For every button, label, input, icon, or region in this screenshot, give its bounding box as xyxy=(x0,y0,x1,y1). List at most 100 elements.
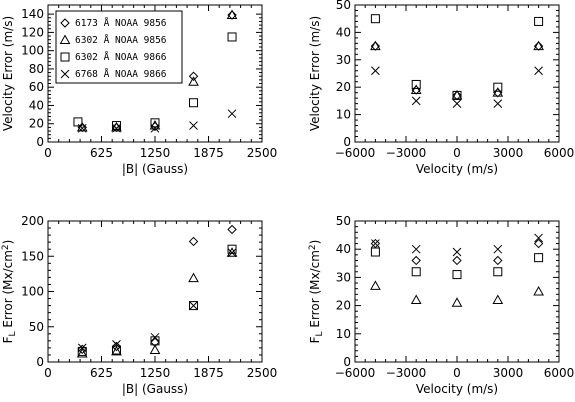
data-point-triangle xyxy=(492,294,504,304)
y-tick-label: 10 xyxy=(336,108,351,122)
data-point-triangle xyxy=(149,120,161,130)
x-axis-label: |B| (Gauss) xyxy=(122,162,188,176)
data-point-square xyxy=(189,301,199,311)
y-tick-label: 20 xyxy=(336,80,351,94)
data-point-square xyxy=(73,117,83,127)
legend-marker-cross xyxy=(60,69,70,79)
y-tick-label: 40 xyxy=(29,98,44,112)
x-tick-label: 0 xyxy=(453,366,461,380)
data-point-triangle xyxy=(188,272,199,283)
series-triangle xyxy=(370,280,544,307)
y-axis-label: FL Error (Mx/cm2) xyxy=(308,240,325,344)
series-cross xyxy=(371,233,543,257)
y-axis-label: Velocity Error (m/s) xyxy=(1,16,15,131)
x-tick-label: 1250 xyxy=(140,146,171,160)
series-square xyxy=(370,247,544,280)
data-point-cross xyxy=(189,301,198,310)
y-tick-label: 50 xyxy=(336,0,351,12)
data-point-cross xyxy=(534,66,543,76)
legend-symbol-diamond xyxy=(60,18,70,28)
x-tick-label: −6000 xyxy=(335,366,376,380)
legend-entry-1: 6302 Å NOAA 9856 xyxy=(59,34,167,46)
legend-box xyxy=(55,10,183,84)
data-point-diamond xyxy=(452,255,462,266)
series-square xyxy=(73,32,237,131)
data-point-cross xyxy=(150,332,160,342)
y-tick-label: 50 xyxy=(336,214,351,228)
data-point-cross xyxy=(227,109,237,119)
data-point-cross xyxy=(534,233,543,243)
data-point-square xyxy=(534,253,544,263)
series-triangle xyxy=(370,40,544,100)
data-point-square xyxy=(111,345,121,355)
y-tick-label: 40 xyxy=(336,242,351,256)
data-point-diamond xyxy=(188,71,199,81)
plot-frame xyxy=(354,4,560,143)
data-point-cross xyxy=(411,96,421,106)
data-point-diamond xyxy=(411,255,421,266)
data-point-triangle xyxy=(370,280,381,290)
data-point-cross xyxy=(493,99,503,108)
x-tick-label: 6000 xyxy=(544,366,575,380)
y-tick-label: 40 xyxy=(336,25,351,39)
legend-symbol-cross xyxy=(60,69,70,79)
data-point-square xyxy=(534,16,544,26)
x-tick-label: 0 xyxy=(44,146,52,160)
y-tick-label: 140 xyxy=(21,7,44,21)
x-tick-label: 0 xyxy=(453,146,461,160)
y-tick-label: 0 xyxy=(343,135,351,149)
x-tick-label: 1875 xyxy=(193,366,224,380)
data-point-triangle xyxy=(410,294,422,304)
data-point-cross xyxy=(411,244,421,254)
x-tick-label: 625 xyxy=(90,366,113,380)
legend-symbol-square xyxy=(60,52,70,62)
series-cross xyxy=(77,248,237,353)
legend-marker-diamond xyxy=(60,18,70,28)
data-point-cross xyxy=(371,239,380,248)
x-tick-label: −3000 xyxy=(386,146,427,160)
chart-panel-0: 0 625 1250 1875 2500 0 20 40 60 80 100 120 140 |B| (G… xyxy=(1,4,278,176)
data-point-diamond xyxy=(111,341,122,352)
data-point-cross xyxy=(112,340,121,349)
legend-marker-square xyxy=(60,52,70,62)
data-point-triangle xyxy=(410,84,422,94)
series-cross xyxy=(371,66,543,108)
data-point-triangle xyxy=(149,344,161,355)
legend-marker-triangle xyxy=(59,34,71,44)
x-tick-label: 2500 xyxy=(247,146,278,160)
data-point-diamond xyxy=(227,224,237,235)
data-point-triangle xyxy=(370,40,381,51)
data-point-cross xyxy=(77,123,87,133)
data-point-triangle xyxy=(226,9,238,20)
data-point-triangle xyxy=(451,297,463,307)
series-diamond xyxy=(370,238,544,266)
y-tick-label: 0 xyxy=(36,135,44,149)
x-tick-label: 1875 xyxy=(193,146,224,160)
y-tick-label: 100 xyxy=(21,285,44,299)
data-point-cross xyxy=(112,123,121,133)
plot-frame xyxy=(47,220,263,363)
series-triangle xyxy=(76,9,238,132)
data-point-cross xyxy=(227,248,237,258)
y-tick-label: 100 xyxy=(21,44,44,58)
y-tick-label: 50 xyxy=(29,320,44,334)
x-axis-label: |B| (Gauss) xyxy=(122,382,188,396)
x-tick-label: 0 xyxy=(44,366,52,380)
legend: 6173 Å NOAA 9856 6302 Å NOAA 9856 6302 Å… xyxy=(55,10,183,84)
x-tick-label: 2500 xyxy=(247,366,278,380)
data-point-square xyxy=(111,121,121,131)
x-tick-label: −3000 xyxy=(386,366,427,380)
y-tick-label: 10 xyxy=(336,327,351,341)
x-axis-label: Velocity (m/s) xyxy=(416,162,498,176)
data-point-diamond xyxy=(493,255,503,266)
chart-panel-2: 0 625 1250 1875 2500 0 50 100 150 200 |B| (Gauss) F… xyxy=(1,214,277,396)
y-tick-label: 150 xyxy=(21,249,44,263)
data-point-triangle xyxy=(111,345,122,356)
data-point-square xyxy=(493,82,503,92)
y-tick-label: 30 xyxy=(336,270,351,284)
data-point-cross xyxy=(150,123,160,133)
data-point-triangle xyxy=(188,76,199,86)
y-tick-label: 0 xyxy=(343,355,351,369)
y-tick-label: 30 xyxy=(336,53,351,67)
